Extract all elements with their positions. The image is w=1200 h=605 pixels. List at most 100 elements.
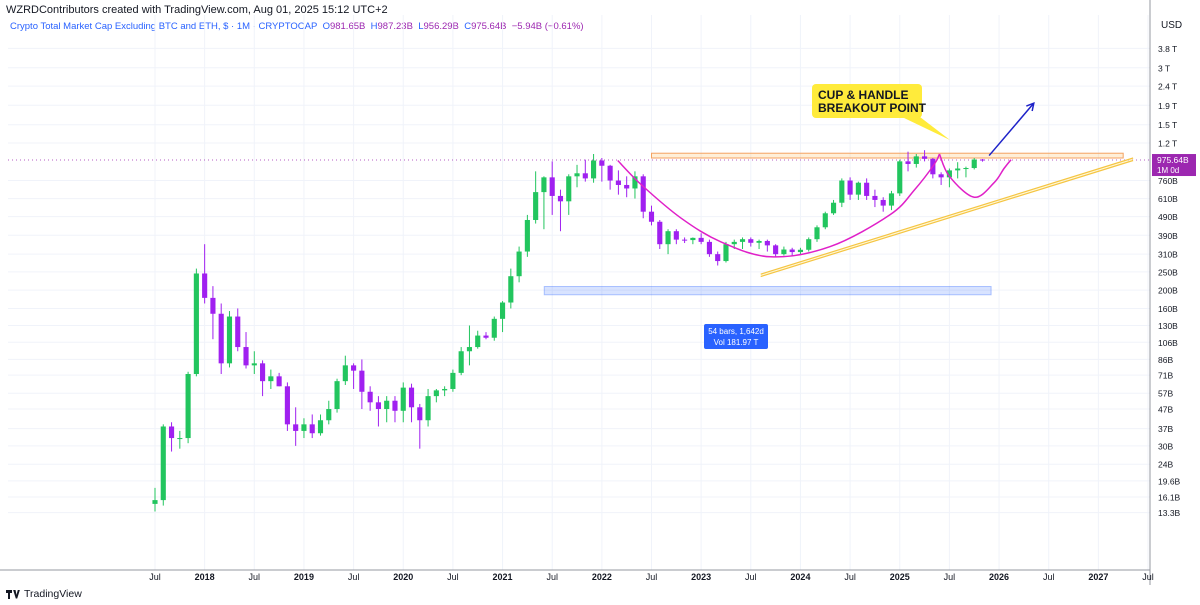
last-price-countdown: 1M 0d [1157, 166, 1179, 175]
candle-up [177, 430, 183, 449]
ohlc-open-label: O [322, 21, 330, 32]
price-tick-label: 86B [1158, 355, 1173, 365]
candle-body [888, 193, 895, 206]
candle-body [177, 438, 183, 440]
price-tick-label: 490B [1158, 212, 1178, 222]
callout-box [812, 84, 922, 118]
currency-label[interactable]: USD [1161, 20, 1183, 31]
candle-body [615, 180, 621, 185]
candle-body [351, 365, 357, 371]
candle-body [781, 249, 787, 255]
ohlc-low-label: L [418, 21, 424, 32]
candle-body [218, 313, 224, 364]
price-tick-label: 610B [1158, 194, 1178, 204]
time-tick-label: 2018 [195, 572, 215, 582]
price-tick-label: 390B [1158, 231, 1178, 241]
candle-body [425, 396, 431, 421]
candle-up [756, 239, 762, 250]
candle-up [317, 414, 324, 436]
candle-body [690, 237, 696, 241]
candle-up [797, 247, 804, 255]
time-tick-label: Jul [447, 572, 459, 582]
candle-body [682, 239, 688, 241]
candle-body [665, 231, 671, 245]
price-tick-label: 160B [1158, 304, 1178, 314]
last-price-tag-box [1152, 154, 1196, 177]
price-tick-label: 1.5 T [1158, 120, 1177, 130]
candle-body [574, 173, 580, 177]
candle-up [152, 487, 158, 512]
candle-down [640, 174, 646, 219]
price-tick-label: 200B [1158, 286, 1178, 296]
handle-curve [938, 153, 1012, 198]
candle-down [938, 172, 944, 185]
candle-body [408, 387, 415, 408]
candle-down [243, 332, 249, 369]
candle-down [168, 422, 175, 452]
candle-body [392, 400, 398, 411]
range-info-label: 54 bars, 1,642d Vol 181.97 T [704, 324, 768, 349]
candle-up [897, 159, 903, 196]
tradingview-footer[interactable]: TradingView [6, 588, 82, 600]
candle-body [491, 318, 497, 338]
ohlc-high-label: H [370, 21, 378, 32]
candles [152, 150, 986, 512]
trend-line-upper [760, 157, 1134, 275]
candle-up [193, 268, 199, 377]
candle-body [317, 420, 324, 434]
price-tick-label: 2.4 T [1158, 82, 1177, 92]
candle-down [309, 414, 315, 439]
candle-up [665, 229, 671, 255]
candle-body [442, 388, 448, 391]
candle-body [268, 376, 274, 382]
candle-body [202, 273, 208, 298]
candle-body [806, 239, 812, 250]
candle-up [326, 400, 332, 425]
candle-body [557, 195, 564, 202]
candle-body [706, 241, 712, 255]
cup-curve [617, 153, 941, 258]
candle-up [533, 171, 539, 224]
ohlc-open: 981.65B [329, 21, 366, 32]
candle-down [624, 176, 630, 198]
candle-body [839, 180, 845, 203]
time-tick-label: 2022 [592, 572, 612, 582]
time-tick-label: 2027 [1088, 572, 1108, 582]
candle-down [549, 161, 555, 215]
candle-body [466, 347, 473, 352]
candle-body [433, 390, 439, 397]
candle-down [764, 239, 770, 252]
candle-up [450, 369, 456, 392]
candle-up [888, 190, 895, 211]
candle-body [375, 402, 381, 410]
candle-body [160, 426, 166, 501]
callout-line-2: BREAKOUT POINT [818, 101, 927, 115]
candle-up [301, 418, 307, 439]
candle-up [425, 388, 431, 427]
price-tick-label: 13.3B [1158, 508, 1181, 518]
price-tick-label: 37B [1158, 424, 1173, 434]
candle-up [400, 382, 406, 423]
candle-body [864, 182, 870, 196]
time-tick-label: 2023 [691, 572, 711, 582]
candle-down [359, 359, 365, 410]
price-tick-label: 16.1B [1158, 492, 1181, 502]
price-tick-label: 57B [1158, 389, 1173, 399]
candle-body [764, 240, 770, 246]
price-tick-label: 30B [1158, 441, 1173, 451]
candle-up [566, 174, 572, 215]
candle-down [789, 247, 795, 256]
candle-up [971, 158, 977, 170]
candle-up [806, 237, 812, 252]
candle-down [235, 308, 241, 352]
candle-down [715, 251, 721, 266]
candle-body [773, 245, 779, 255]
time-tick-label: Jul [745, 572, 757, 582]
candle-body [648, 211, 655, 222]
candle-body [905, 161, 911, 164]
candle-down [375, 396, 381, 427]
date-range-box [543, 286, 992, 296]
candle-body [632, 176, 638, 189]
candle-body [657, 221, 663, 245]
